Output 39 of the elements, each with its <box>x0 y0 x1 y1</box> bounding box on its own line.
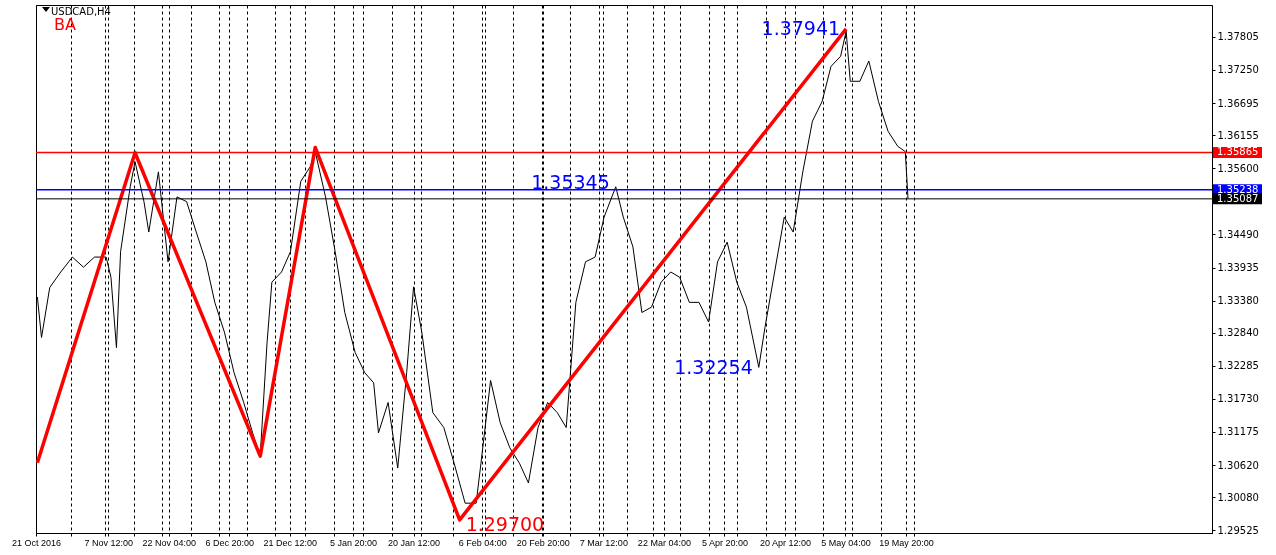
y-tick-label: 1.32840 <box>1217 327 1259 339</box>
y-tick-label: 1.32285 <box>1217 360 1259 372</box>
annotation: 1.35345 <box>531 171 610 194</box>
x-tick-label: 5 Apr 20:00 <box>701 537 748 548</box>
y-tick-label: 1.35600 <box>1217 162 1259 174</box>
ref-line-label: 1.35087 <box>1217 192 1259 204</box>
x-tick-label: 7 Mar 12:00 <box>579 537 628 548</box>
annotation: 1.32254 <box>674 355 753 378</box>
y-tick-label: 1.34490 <box>1217 228 1259 240</box>
y-tick-label: 1.30080 <box>1217 491 1259 503</box>
annotation: 1.29700 <box>465 512 545 535</box>
ref-line-label: 1.35238 <box>1217 183 1259 195</box>
x-tick-label: 6 Feb 04:00 <box>458 537 507 548</box>
x-tick-label: 6 Dec 20:00 <box>205 537 255 548</box>
x-tick-label: 22 Mar 04:00 <box>637 537 691 548</box>
y-tick-label: 1.37805 <box>1217 31 1259 43</box>
x-tick-label: 7 Nov 12:00 <box>84 537 133 548</box>
x-tick-label: 20 Feb 20:00 <box>516 537 570 548</box>
ref-line-label: 1.35865 <box>1217 146 1259 158</box>
y-tick-label: 1.33935 <box>1217 262 1259 274</box>
x-tick-label: 22 Nov 04:00 <box>142 537 196 548</box>
chart-title: USDCAD,H4 <box>51 6 111 17</box>
x-tick-label: 20 Jan 12:00 <box>388 537 441 548</box>
x-tick-label: 21 Dec 12:00 <box>263 537 318 548</box>
annotation: BA <box>54 15 76 34</box>
x-tick-label: 5 Jan 20:00 <box>330 537 378 548</box>
x-tick-label: 5 May 04:00 <box>821 537 871 548</box>
x-tick-label: 19 May 20:00 <box>879 537 934 548</box>
annotation: 1.37941 <box>761 16 841 39</box>
y-tick-label: 1.37250 <box>1217 64 1259 76</box>
x-tick-label: 20 Apr 12:00 <box>759 537 811 548</box>
y-tick-label: 1.31730 <box>1217 393 1259 405</box>
y-tick-label: 1.36155 <box>1217 129 1259 141</box>
y-tick-label: 1.36695 <box>1217 97 1259 109</box>
y-tick-label: 1.29525 <box>1217 524 1259 536</box>
y-tick-label: 1.31175 <box>1217 426 1259 438</box>
x-tick-label: 21 Oct 2016 <box>11 537 62 548</box>
y-tick-label: 1.30620 <box>1217 459 1259 471</box>
y-tick-label: 1.33380 <box>1217 295 1259 307</box>
